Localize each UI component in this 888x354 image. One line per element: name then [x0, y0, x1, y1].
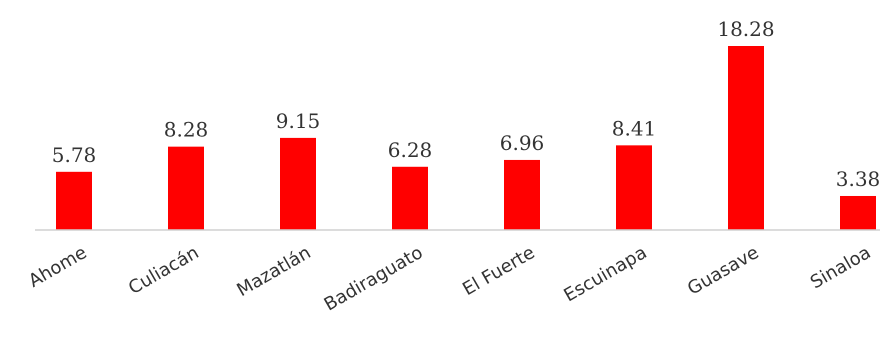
category-label: Ahome — [25, 242, 90, 292]
value-label: 8.41 — [612, 116, 657, 140]
category-label: Guasave — [684, 242, 763, 299]
value-label: 18.28 — [717, 17, 774, 41]
value-label: 5.78 — [52, 143, 97, 167]
value-label: 3.38 — [836, 167, 881, 191]
value-label: 8.28 — [164, 118, 209, 142]
bars-group — [56, 46, 876, 230]
category-label: Escuinapa — [560, 242, 650, 306]
bar-ahome — [56, 171, 92, 230]
bar-culiac-n — [168, 146, 204, 230]
category-label: El Fuerte — [459, 242, 538, 300]
bar-el-fuerte — [504, 159, 540, 230]
category-labels-group: Ahome Culiacán Mazatlán Badiraguato El Fuert… — [25, 242, 874, 315]
value-labels-group: 5.78 8.28 9.15 6.28 6.96 8.41 18.28 3.38 — [52, 17, 881, 191]
category-label: Badiraguato — [321, 242, 427, 315]
bar-sinaloa — [840, 195, 876, 230]
value-label: 9.15 — [276, 109, 321, 133]
value-label: 6.96 — [500, 131, 545, 155]
bar-mazatl-n — [280, 137, 316, 230]
category-label: Culiacán — [125, 242, 202, 299]
value-label: 6.28 — [388, 138, 433, 162]
category-label: Mazatlán — [233, 242, 314, 301]
bar-guasave — [728, 46, 764, 230]
bar-badiraguato — [392, 166, 428, 230]
category-label: Sinaloa — [807, 242, 875, 293]
bar-escuinapa — [616, 145, 652, 230]
